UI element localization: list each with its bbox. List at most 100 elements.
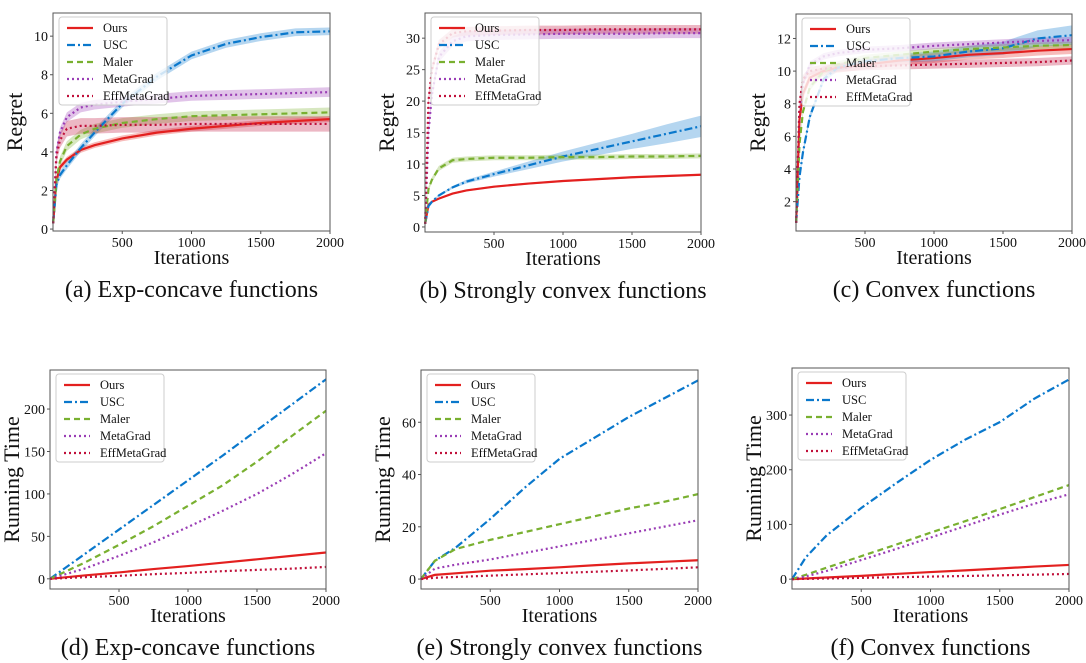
x-axis-label: Iterations xyxy=(154,247,230,269)
y-tick-label: 20 xyxy=(402,521,416,536)
line-maler xyxy=(49,409,327,580)
subplot-e: 500 1000 1500 2000 0 20 40 60 Iterations Running … xyxy=(370,369,712,661)
x-tick-label: 1000 xyxy=(174,594,202,609)
legend-label: Ours xyxy=(475,21,499,35)
line-usc xyxy=(52,30,331,224)
line-maler xyxy=(791,484,1070,581)
x-tick-label: 2000 xyxy=(684,594,712,609)
line-usc xyxy=(49,378,327,580)
y-tick-label: 4 xyxy=(41,146,48,161)
y-tick-label: 100 xyxy=(24,488,45,503)
x-tick-label: 2000 xyxy=(1058,236,1086,251)
y-tick-label: 10 xyxy=(34,30,48,45)
legend-label: USC xyxy=(103,38,127,52)
legend-label: Maler xyxy=(475,55,506,69)
x-tick-label: 1500 xyxy=(615,594,643,609)
legend-box xyxy=(58,16,168,106)
legend-label: Ours xyxy=(846,22,870,36)
x-tick-label: 1000 xyxy=(917,594,945,609)
legend-label: Maler xyxy=(842,410,873,424)
y-axis-label: Running Time xyxy=(0,416,24,543)
y-tick-label: 0 xyxy=(41,223,48,238)
legend-label: MetaGrad xyxy=(846,73,897,87)
subplot-caption: (c) Convex functions xyxy=(833,277,1036,303)
legend-label: Ours xyxy=(100,378,124,392)
y-axis-label: Regret xyxy=(745,93,770,152)
y-tick-label: 8 xyxy=(784,98,791,113)
x-axis-label: Iterations xyxy=(525,248,601,270)
legend-label: Ours xyxy=(471,378,495,392)
x-tick-label: 1000 xyxy=(178,236,206,251)
line-usc xyxy=(424,125,702,225)
subplot-c: 500 1000 1500 2000 2 4 6 8 10 12 Iterations Regret (… xyxy=(745,13,1086,303)
legend-label: Maler xyxy=(846,56,877,70)
x-tick-label: 500 xyxy=(484,237,505,252)
legend-box xyxy=(430,16,540,106)
x-tick-label: 1500 xyxy=(989,236,1017,251)
subplot-b: 500 1000 1500 2000 0 5 10 15 20 25 30 Iterations Reg… xyxy=(374,12,715,304)
y-axis-label: Regret xyxy=(374,93,399,152)
legend-label: USC xyxy=(842,393,866,407)
x-tick-label: 1500 xyxy=(243,594,271,609)
y-tick-label: 5 xyxy=(413,190,420,205)
line-effmetagrad xyxy=(49,565,327,580)
x-tick-label: 1000 xyxy=(549,237,577,252)
legend-box xyxy=(426,373,536,463)
y-axis-label: Running Time xyxy=(370,416,395,543)
legend-label: MetaGrad xyxy=(471,429,522,443)
x-axis-label: Iterations xyxy=(150,605,226,627)
legend-label: Ours xyxy=(103,21,127,35)
y-tick-label: 200 xyxy=(24,403,45,418)
x-tick-label: 500 xyxy=(855,236,876,251)
y-tick-label: 10 xyxy=(406,158,420,173)
x-tick-label: 1000 xyxy=(920,236,948,251)
line-metagrad xyxy=(49,452,327,580)
line-metagrad xyxy=(795,39,1073,223)
y-tick-label: 15 xyxy=(406,127,420,142)
x-tick-label: 2000 xyxy=(312,594,340,609)
y-axis-label: Running Time xyxy=(741,415,766,542)
band-usc xyxy=(425,115,701,225)
y-tick-label: 50 xyxy=(31,530,45,545)
y-tick-label: 6 xyxy=(784,130,791,145)
y-tick-label: 200 xyxy=(766,464,787,479)
x-tick-label: 500 xyxy=(112,236,133,251)
subplot-d: 500 1000 1500 2000 0 50 100 150 200 Iterations Run… xyxy=(0,369,340,661)
y-tick-label: 8 xyxy=(41,69,48,84)
legend-label: Ours xyxy=(842,376,866,390)
y-tick-label: 25 xyxy=(406,64,420,79)
line-effmetagrad xyxy=(52,122,330,224)
legend-label: MetaGrad xyxy=(475,72,526,86)
y-tick-label: 2 xyxy=(41,184,48,199)
subplot-caption: (a) Exp-concave functions xyxy=(65,277,318,303)
legend-box xyxy=(797,371,907,461)
y-tick-label: 10 xyxy=(777,65,791,80)
legend-label: EffMetaGrad xyxy=(100,446,167,460)
y-tick-label: 300 xyxy=(766,409,787,424)
legend-label: Maler xyxy=(100,412,131,426)
x-tick-label: 500 xyxy=(851,594,872,609)
legend-label: USC xyxy=(100,395,124,409)
line-ours xyxy=(791,563,1070,581)
x-tick-label: 1500 xyxy=(618,237,646,252)
x-tick-label: 2000 xyxy=(687,237,715,252)
y-tick-label: 6 xyxy=(41,107,48,122)
legend-label: USC xyxy=(471,395,495,409)
subplot-caption: (b) Strongly convex functions xyxy=(419,278,706,304)
legend-box xyxy=(55,373,165,463)
legend-label: EffMetaGrad xyxy=(471,446,538,460)
x-tick-label: 500 xyxy=(480,594,501,609)
legend-label: EffMetaGrad xyxy=(842,444,909,458)
legend: Ours USC Maler MetaGrad EffMetaGrad xyxy=(55,373,167,463)
y-tick-label: 0 xyxy=(38,573,45,588)
band-metagrad xyxy=(53,87,331,229)
subplot-caption: (f) Convex functions xyxy=(831,635,1031,661)
y-tick-label: 20 xyxy=(406,95,420,110)
x-axis-label: Iterations xyxy=(522,605,598,627)
y-tick-label: 30 xyxy=(406,32,420,47)
y-tick-label: 100 xyxy=(766,518,787,533)
line-maler xyxy=(420,493,699,580)
legend-label: EffMetaGrad xyxy=(475,89,542,103)
x-tick-label: 2000 xyxy=(316,236,344,251)
